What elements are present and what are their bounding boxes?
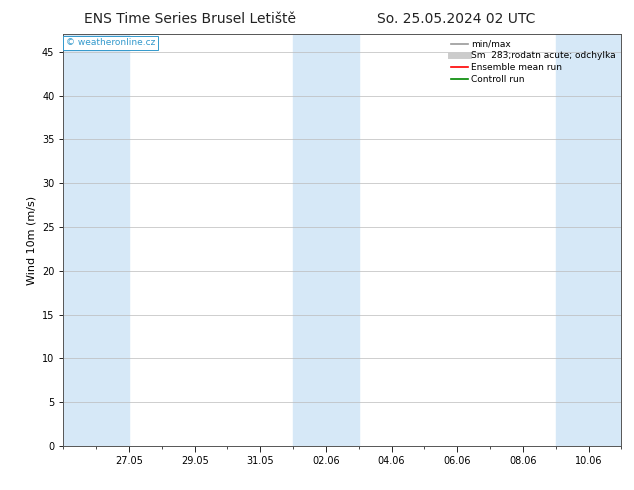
Legend: min/max, Sm  283;rodatn acute; odchylka, Ensemble mean run, Controll run: min/max, Sm 283;rodatn acute; odchylka, … — [448, 36, 619, 87]
Bar — [63, 34, 129, 446]
Y-axis label: Wind 10m (m/s): Wind 10m (m/s) — [27, 196, 36, 285]
Text: © weatheronline.cz: © weatheronline.cz — [66, 38, 155, 48]
Bar — [555, 34, 621, 446]
Bar — [293, 34, 359, 446]
Text: So. 25.05.2024 02 UTC: So. 25.05.2024 02 UTC — [377, 12, 536, 26]
Text: ENS Time Series Brusel Letiště: ENS Time Series Brusel Letiště — [84, 12, 296, 26]
